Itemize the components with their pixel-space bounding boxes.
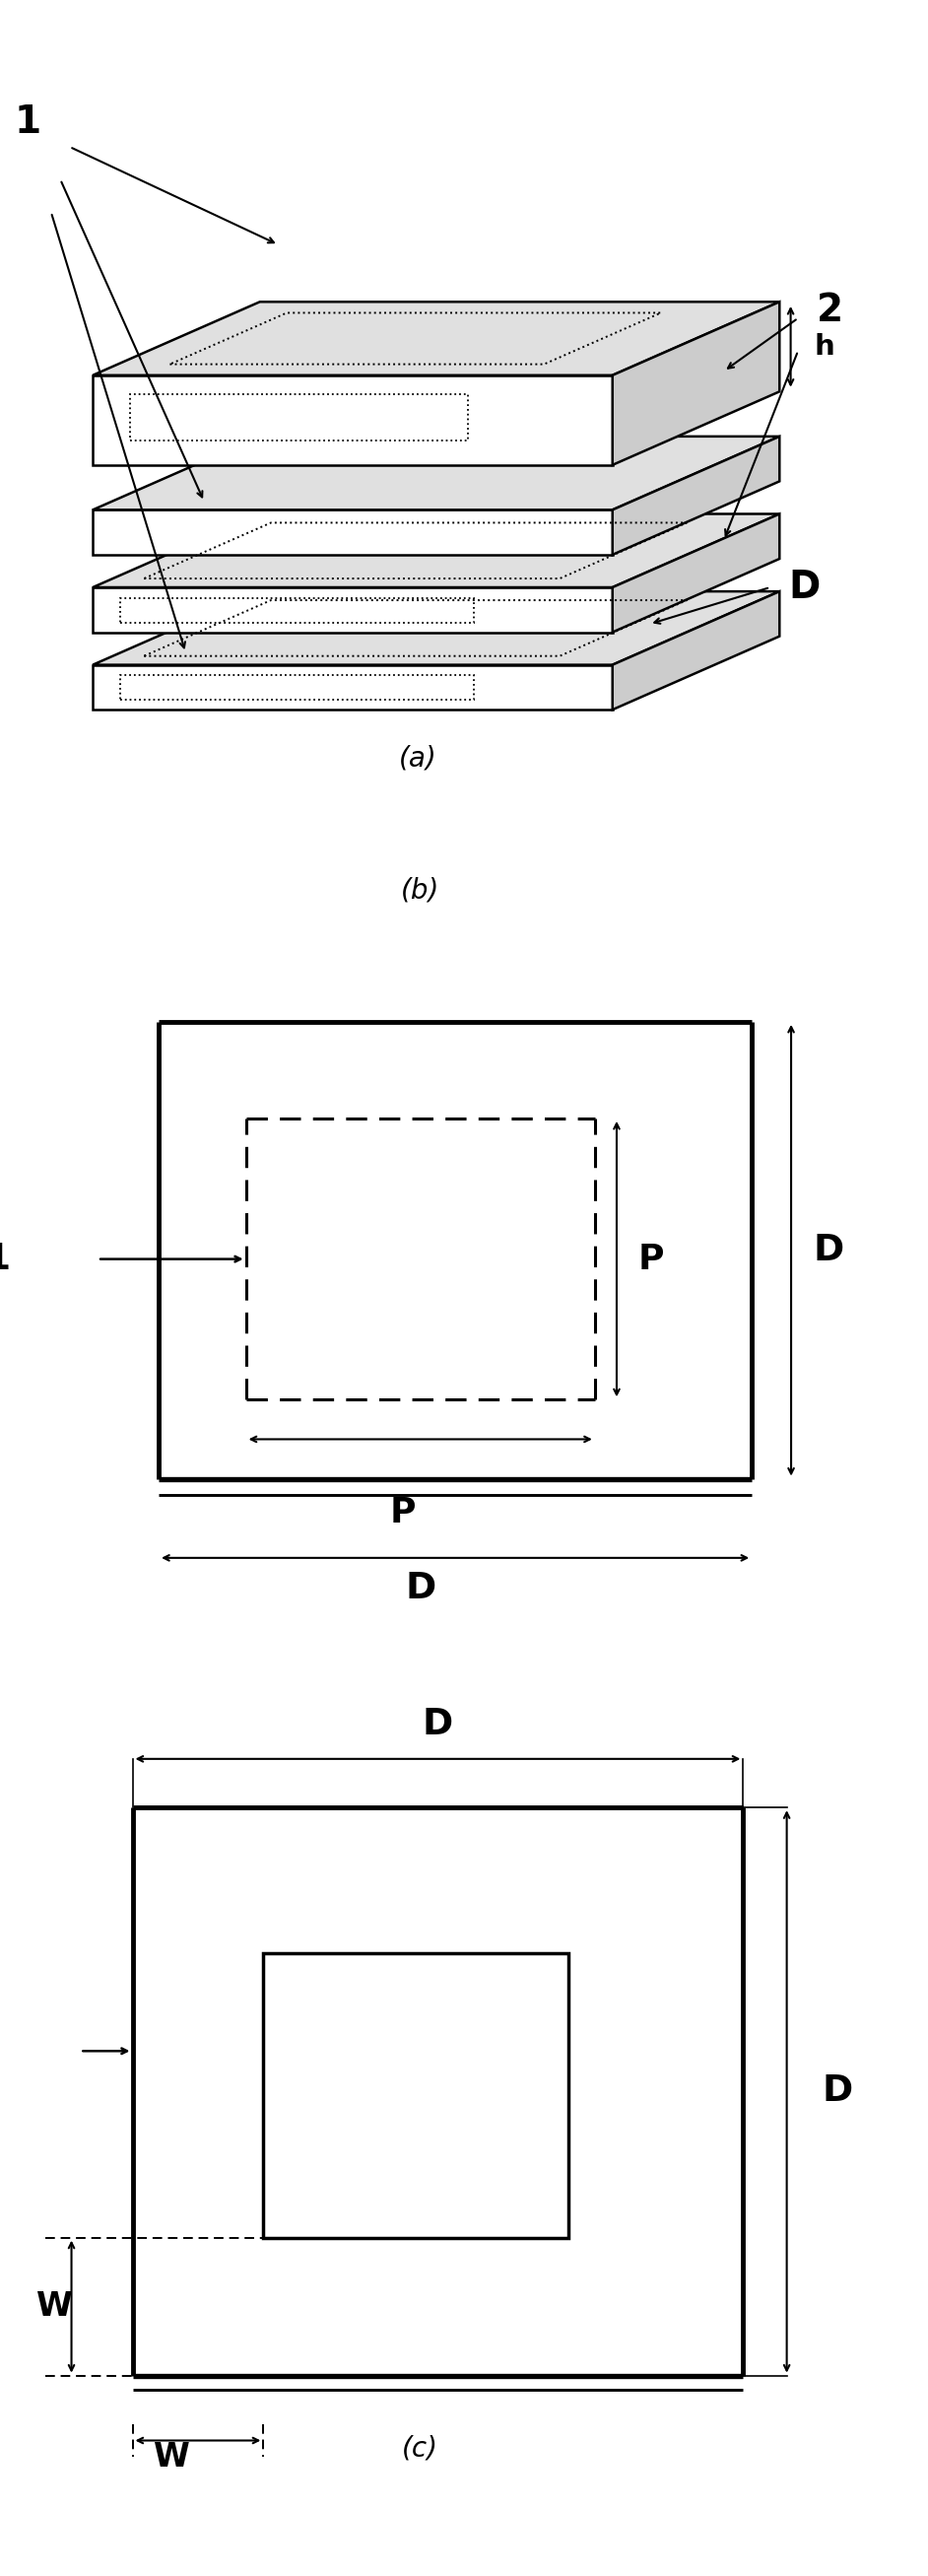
- Text: W: W: [36, 2290, 73, 2324]
- Text: D: D: [405, 1571, 436, 1607]
- Text: h: h: [814, 332, 834, 361]
- Polygon shape: [93, 510, 612, 554]
- Text: W: W: [154, 2439, 190, 2473]
- Bar: [121, 675, 474, 701]
- Polygon shape: [93, 665, 612, 708]
- Polygon shape: [93, 515, 780, 587]
- Polygon shape: [93, 592, 780, 665]
- Text: (b): (b): [401, 876, 440, 904]
- Polygon shape: [93, 301, 780, 376]
- Polygon shape: [612, 515, 780, 631]
- Bar: [130, 394, 468, 440]
- Text: (a): (a): [398, 744, 437, 773]
- Polygon shape: [93, 376, 612, 466]
- Text: P: P: [390, 1497, 416, 1530]
- Text: D: D: [422, 1708, 453, 1744]
- Text: 2: 2: [817, 291, 844, 330]
- Text: 1: 1: [14, 103, 41, 142]
- Text: P: P: [638, 1242, 664, 1275]
- Polygon shape: [93, 587, 612, 631]
- Text: D: D: [821, 2074, 853, 2110]
- Polygon shape: [612, 301, 780, 466]
- Text: D: D: [813, 1231, 844, 1267]
- Text: (c): (c): [402, 2434, 439, 2463]
- Polygon shape: [612, 435, 780, 554]
- Polygon shape: [612, 592, 780, 708]
- Bar: [121, 598, 474, 623]
- Text: D: D: [789, 569, 820, 605]
- Polygon shape: [93, 435, 780, 510]
- Bar: [264, 1953, 569, 2239]
- Text: 1: 1: [0, 1242, 10, 1278]
